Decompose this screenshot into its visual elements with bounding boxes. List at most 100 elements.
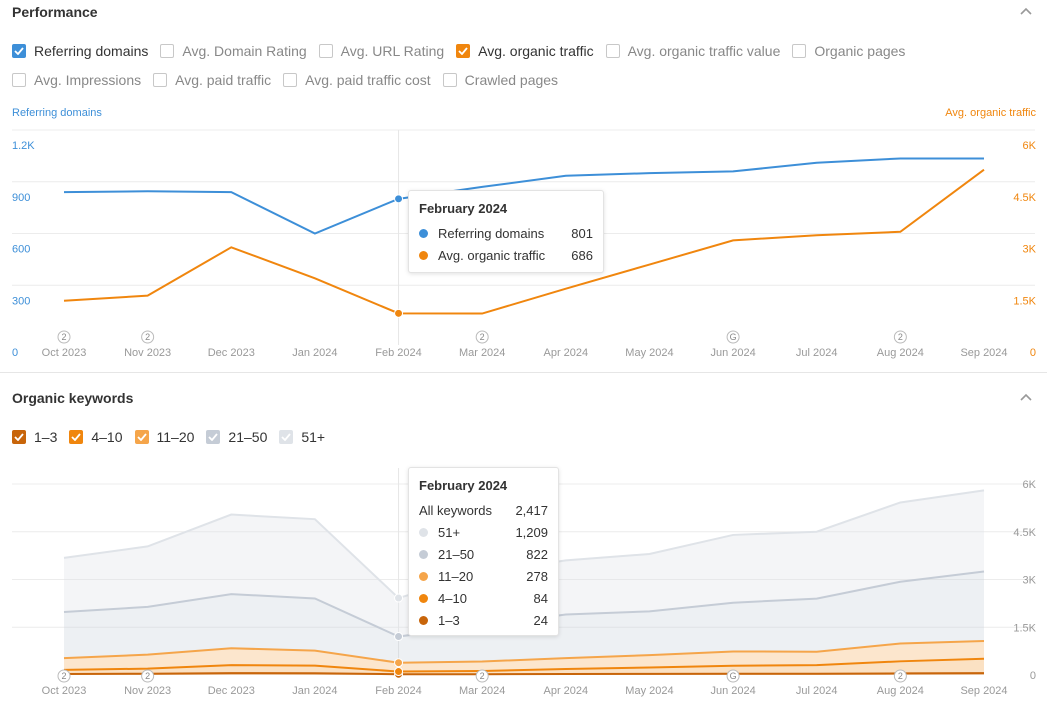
checkbox-label: Avg. URL Rating [340, 43, 445, 59]
x-tick-label: May 2024 [625, 347, 673, 359]
checkbox-empty-icon [318, 44, 333, 58]
checkbox-empty-icon [605, 44, 620, 58]
x-tick-label: May 2024 [625, 685, 673, 697]
annotation-marker[interactable]: 2 [141, 330, 155, 344]
tooltip-row-value: 686 [571, 247, 593, 263]
performance-chart[interactable]: 0 300 600 900 1.2K 0 1.5K 3K 4.5K 6K Oct 2023 Nov 2… [0, 0, 1047, 372]
checkbox-crawled-pages[interactable]: Crawled pages [442, 72, 558, 88]
checkbox-avg-paid-traffic[interactable]: Avg. paid traffic [153, 72, 271, 88]
checkbox-checked-icon [279, 430, 294, 444]
annotation-label: 2 [145, 332, 150, 342]
legend-dot-icon [419, 527, 428, 537]
right-tick-label: 3K [1023, 244, 1037, 256]
data-point-11-20 [394, 658, 404, 668]
checkbox-label: Organic pages [814, 43, 906, 59]
annotation-marker[interactable]: 2 [475, 669, 489, 683]
checkbox-11-20[interactable]: 11–20 [134, 429, 194, 445]
checkbox-avg-organic-traffic[interactable]: Avg. organic traffic [456, 43, 594, 59]
right-tick-label: 1.5K [1013, 622, 1036, 634]
tooltip-row: Avg. organic traffic 686 [419, 244, 593, 266]
checkbox-avg-paid-traffic-cost[interactable]: Avg. paid traffic cost [283, 72, 431, 88]
right-tick-label: 6K [1023, 479, 1037, 491]
data-point-21-50 [394, 632, 404, 642]
legend-dot-icon [419, 615, 428, 625]
x-tick-label: Apr 2024 [543, 347, 588, 359]
x-tick-label: Oct 2023 [42, 685, 87, 697]
annotation-marker[interactable]: 2 [57, 669, 71, 683]
annotation-label: 2 [61, 671, 66, 681]
annotation-label: 2 [145, 671, 150, 681]
checkbox-label: Avg. organic traffic value [627, 43, 781, 59]
checkbox-avg-organic-traffic-value[interactable]: Avg. organic traffic value [605, 43, 781, 59]
tooltip-row-value: 801 [571, 225, 593, 241]
performance-section: Performance Referring domains Avg. Domain… [0, 0, 1047, 372]
checkbox-label: Referring domains [34, 43, 149, 59]
checkbox-referring-domains[interactable]: Referring domains [12, 43, 148, 59]
x-tick-label: Feb 2024 [375, 347, 421, 359]
tooltip-row: 4–10 84 [419, 587, 548, 609]
annotation-marker[interactable]: 2 [893, 330, 907, 344]
tooltip-row: Referring domains 801 [419, 222, 593, 244]
checkbox-label: Avg. Domain Rating [182, 43, 307, 59]
left-tick-label: 600 [12, 244, 30, 256]
tooltip-row-value: 1,209 [515, 524, 548, 540]
x-tick-label: Sep 2024 [960, 347, 1007, 359]
section-divider [0, 372, 1047, 373]
tooltip-row-label: 4–10 [438, 590, 467, 606]
annotation-marker[interactable]: 2 [141, 669, 155, 683]
x-tick-label: Jan 2024 [292, 347, 337, 359]
data-point-avg-organic-traffic [394, 308, 404, 318]
organic-keywords-chart[interactable]: 0 1.5K 3K 4.5K 6K Oct 2023 Nov 2023 Dec 2023 Jan… [0, 373, 1047, 701]
checkbox-avg-impressions[interactable]: Avg. Impressions [12, 72, 141, 88]
area-21-50 [64, 571, 984, 663]
right-tick-label: 3K [1023, 575, 1037, 587]
data-point-51 [394, 593, 404, 603]
checkbox-label: Avg. Impressions [34, 72, 142, 88]
area-4-10 [64, 658, 984, 675]
checkbox-1-3[interactable]: 1–3 [12, 429, 57, 445]
right-tick-label: 6K [1023, 140, 1037, 152]
checkbox-checked-icon [12, 44, 26, 58]
area-51 [64, 490, 984, 637]
data-point-referring-domains [394, 194, 404, 204]
annotation-label: G [730, 671, 737, 681]
collapse-keywords-icon[interactable] [1019, 392, 1033, 406]
x-tick-label: Jul 2024 [796, 347, 838, 359]
keywords-tooltip: February 2024 All keywords 2,417 51+ 1,20… [408, 467, 559, 636]
x-tick-label: Mar 2024 [459, 347, 505, 359]
annotation-marker[interactable]: 2 [475, 330, 489, 344]
right-axis-title: Avg. organic traffic [945, 107, 1036, 119]
checkbox-checked-icon [69, 430, 84, 444]
annotation-marker[interactable]: 2 [893, 669, 907, 683]
series-line-avg-organic-traffic [63, 168, 985, 315]
series-line-1-3 [63, 672, 985, 676]
checkbox-4-10[interactable]: 4–10 [69, 429, 123, 445]
left-tick-label: 900 [12, 192, 30, 204]
checkbox-21-50[interactable]: 21–50 [206, 429, 267, 445]
checkbox-avg-domain-rating[interactable]: Avg. Domain Rating [160, 43, 307, 59]
checkbox-label: Avg. paid traffic [175, 72, 272, 88]
x-tick-label: Jul 2024 [796, 685, 838, 697]
annotation-label: 2 [480, 332, 485, 342]
checkbox-empty-icon [792, 44, 807, 58]
x-tick-label: Mar 2024 [459, 685, 505, 697]
collapse-performance-icon[interactable] [1019, 6, 1033, 20]
annotation-label: 2 [898, 332, 903, 342]
annotation-marker[interactable]: 2 [57, 330, 71, 344]
performance-title: Performance [12, 4, 98, 20]
checkbox-label: Avg. organic traffic [478, 43, 594, 59]
x-tick-label: Dec 2023 [208, 685, 255, 697]
checkbox-51[interactable]: 51+ [279, 429, 325, 445]
legend-dot-icon [419, 250, 428, 260]
checkbox-label: 51+ [301, 429, 326, 445]
checkbox-avg-url-rating[interactable]: Avg. URL Rating [318, 43, 445, 59]
x-tick-label: Aug 2024 [877, 685, 924, 697]
x-tick-label: Apr 2024 [543, 685, 588, 697]
checkbox-label: 4–10 [91, 429, 123, 445]
tooltip-row: 1–3 24 [419, 609, 548, 631]
annotation-marker[interactable]: G [726, 330, 740, 344]
tooltip-row-label: 1–3 [438, 612, 460, 628]
x-tick-label: Dec 2023 [208, 347, 255, 359]
annotation-marker[interactable]: G [726, 669, 740, 683]
checkbox-organic-pages[interactable]: Organic pages [792, 43, 905, 59]
